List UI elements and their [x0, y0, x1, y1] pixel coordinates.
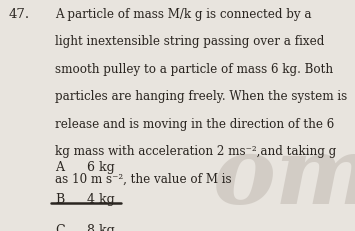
Text: A: A: [55, 161, 64, 173]
Text: kg mass with acceleration 2 ms⁻²,and taking g: kg mass with acceleration 2 ms⁻²,and tak…: [55, 144, 336, 157]
Text: 4 kg: 4 kg: [87, 192, 115, 205]
Text: A particle of mass M/k g is connected by a: A particle of mass M/k g is connected by…: [55, 8, 312, 21]
Text: B: B: [55, 192, 64, 205]
Text: as 10 m s⁻², the value of M is: as 10 m s⁻², the value of M is: [55, 172, 232, 185]
Text: om: om: [213, 132, 355, 222]
Text: 47.: 47.: [9, 8, 30, 21]
Text: 6 kg: 6 kg: [87, 161, 115, 173]
Text: C: C: [55, 223, 65, 231]
Text: 8 kg: 8 kg: [87, 223, 115, 231]
Text: smooth pulley to a particle of mass 6 kg. Both: smooth pulley to a particle of mass 6 kg…: [55, 63, 333, 76]
Text: particles are hanging freely. When the system is: particles are hanging freely. When the s…: [55, 90, 347, 103]
Text: light inextensible string passing over a fixed: light inextensible string passing over a…: [55, 35, 324, 48]
Text: release and is moving in the direction of the 6: release and is moving in the direction o…: [55, 117, 334, 130]
